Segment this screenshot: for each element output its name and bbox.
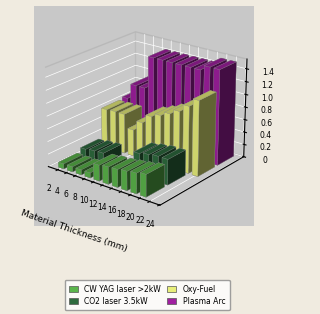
X-axis label: Material Thickness (mm): Material Thickness (mm) (20, 208, 128, 253)
Legend: CW YAG laser >2kW, CO2 laser 3.5kW, Oxy-Fuel, Plasma Arc: CW YAG laser >2kW, CO2 laser 3.5kW, Oxy-… (65, 280, 230, 310)
